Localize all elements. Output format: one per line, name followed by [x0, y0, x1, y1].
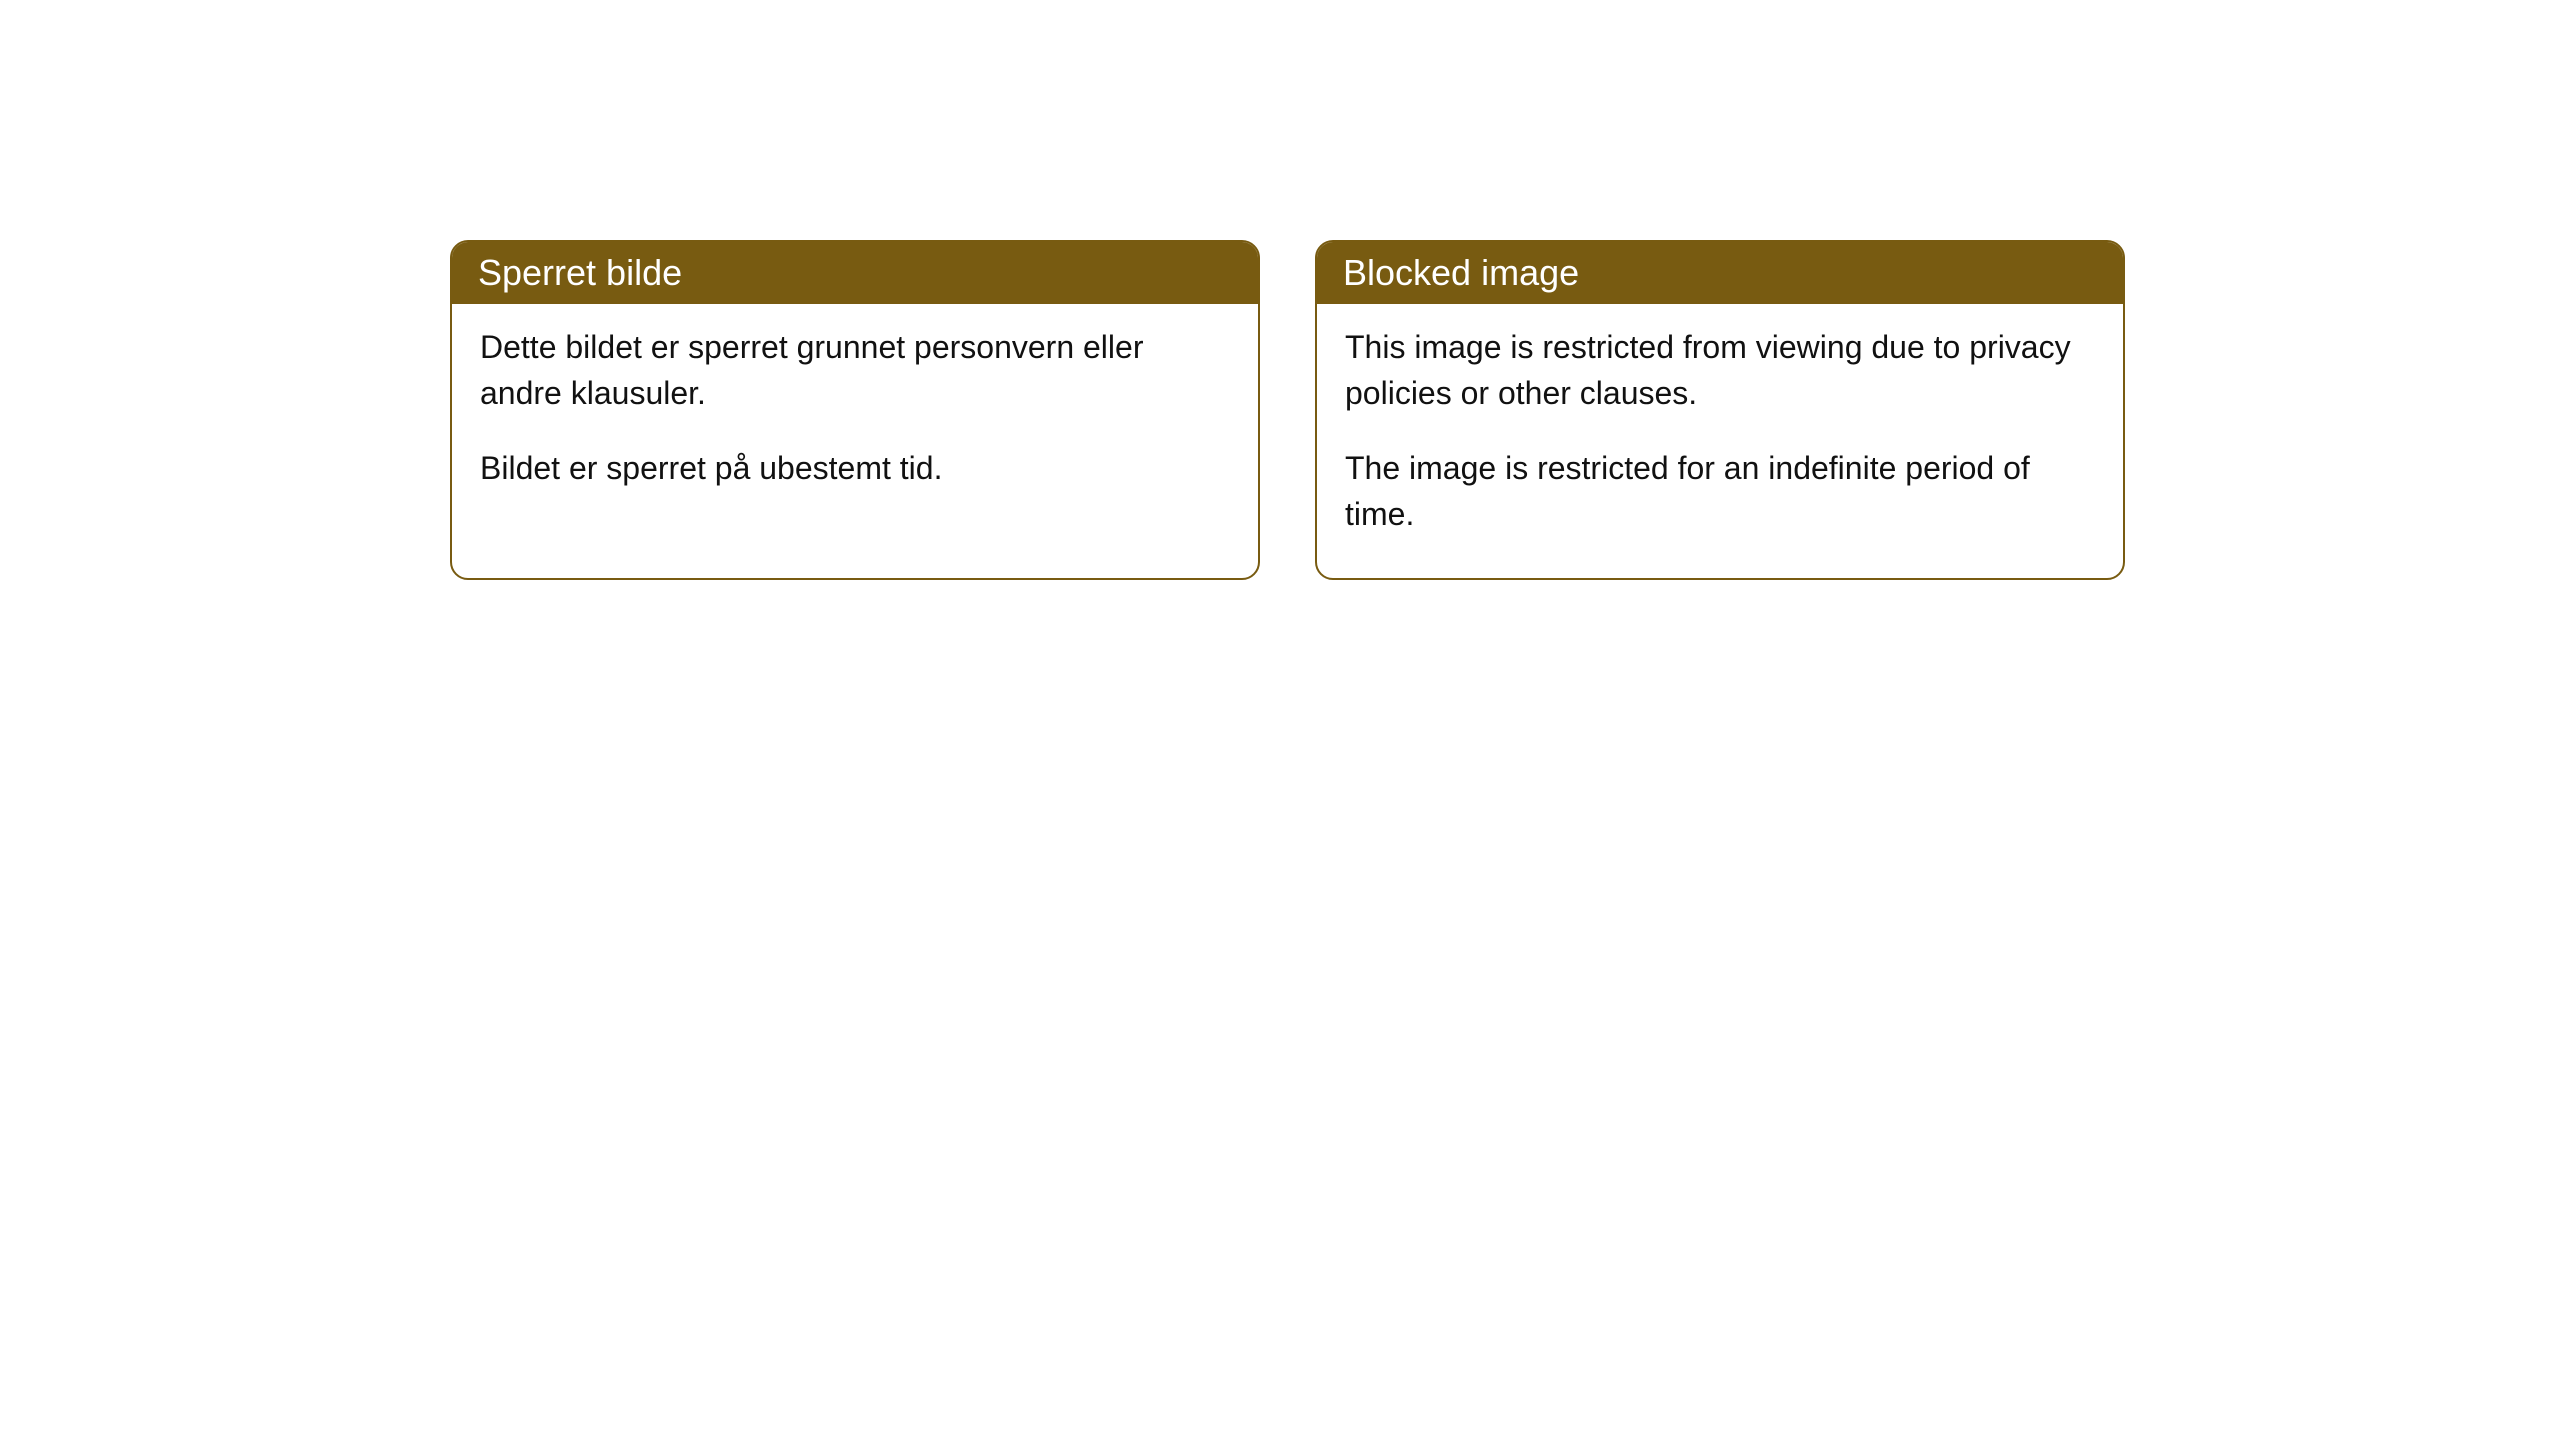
notice-body-norwegian: Dette bildet er sperret grunnet personve…	[452, 304, 1258, 531]
notice-body-english: This image is restricted from viewing du…	[1317, 304, 2123, 578]
notice-paragraph-2-norwegian: Bildet er sperret på ubestemt tid.	[480, 445, 1230, 491]
notice-paragraph-1-norwegian: Dette bildet er sperret grunnet personve…	[480, 324, 1230, 417]
notice-header-english: Blocked image	[1317, 242, 2123, 304]
notice-paragraph-1-english: This image is restricted from viewing du…	[1345, 324, 2095, 417]
notice-paragraph-2-english: The image is restricted for an indefinit…	[1345, 445, 2095, 538]
notice-header-norwegian: Sperret bilde	[452, 242, 1258, 304]
notice-cards-container: Sperret bilde Dette bildet er sperret gr…	[450, 240, 2125, 580]
notice-card-norwegian: Sperret bilde Dette bildet er sperret gr…	[450, 240, 1260, 580]
notice-card-english: Blocked image This image is restricted f…	[1315, 240, 2125, 580]
